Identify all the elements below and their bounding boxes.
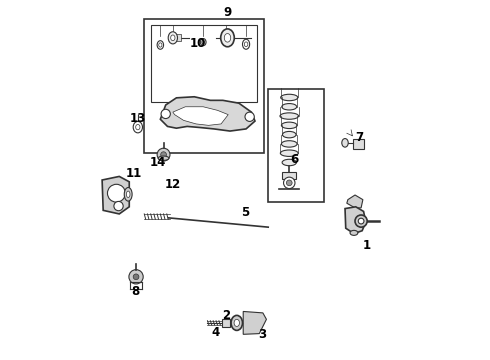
Circle shape [161, 152, 167, 157]
Ellipse shape [281, 122, 297, 129]
Text: 10: 10 [190, 37, 206, 50]
Circle shape [107, 184, 125, 202]
Ellipse shape [200, 39, 206, 46]
Ellipse shape [245, 42, 248, 46]
Ellipse shape [355, 215, 367, 227]
Circle shape [284, 177, 295, 189]
Polygon shape [243, 311, 267, 334]
Bar [144, 19, 264, 153]
Bar [353, 139, 364, 149]
Ellipse shape [158, 156, 169, 160]
Polygon shape [347, 195, 363, 208]
Circle shape [114, 202, 123, 211]
Circle shape [161, 109, 171, 118]
Circle shape [245, 112, 254, 121]
Text: 8: 8 [131, 285, 139, 298]
Text: 6: 6 [290, 153, 298, 166]
Text: 11: 11 [125, 167, 142, 180]
Text: 12: 12 [165, 178, 181, 191]
Bar [222, 319, 230, 327]
Ellipse shape [126, 191, 130, 198]
Polygon shape [345, 207, 366, 234]
Ellipse shape [281, 141, 297, 147]
Ellipse shape [168, 32, 177, 44]
Ellipse shape [282, 131, 296, 138]
Circle shape [129, 270, 143, 284]
Ellipse shape [159, 43, 162, 47]
Ellipse shape [202, 40, 205, 44]
Ellipse shape [234, 319, 240, 327]
Ellipse shape [282, 159, 296, 166]
Bar [268, 89, 323, 202]
Text: 5: 5 [241, 206, 249, 219]
Bar [282, 172, 296, 179]
Text: 7: 7 [355, 131, 364, 144]
Ellipse shape [282, 104, 297, 110]
Ellipse shape [171, 35, 175, 41]
Text: 4: 4 [212, 327, 220, 339]
Text: 13: 13 [130, 112, 146, 125]
Ellipse shape [350, 230, 358, 235]
Ellipse shape [280, 113, 298, 119]
Circle shape [286, 180, 292, 186]
Text: 1: 1 [363, 239, 371, 252]
Circle shape [157, 148, 170, 161]
Ellipse shape [220, 29, 234, 47]
Ellipse shape [124, 188, 132, 201]
Bar [176, 34, 181, 41]
Ellipse shape [224, 33, 231, 42]
Polygon shape [102, 176, 129, 214]
Polygon shape [160, 97, 255, 131]
Text: 14: 14 [149, 156, 166, 169]
Ellipse shape [280, 150, 298, 157]
Ellipse shape [231, 315, 243, 330]
Text: 9: 9 [223, 6, 231, 19]
Ellipse shape [281, 94, 298, 101]
Ellipse shape [136, 125, 140, 130]
Ellipse shape [358, 218, 364, 224]
Bar [169, 34, 173, 41]
Circle shape [133, 274, 139, 280]
Bar [151, 25, 257, 102]
Text: 2: 2 [222, 309, 230, 321]
Ellipse shape [342, 139, 348, 147]
Polygon shape [173, 107, 228, 125]
Text: 3: 3 [258, 328, 266, 341]
